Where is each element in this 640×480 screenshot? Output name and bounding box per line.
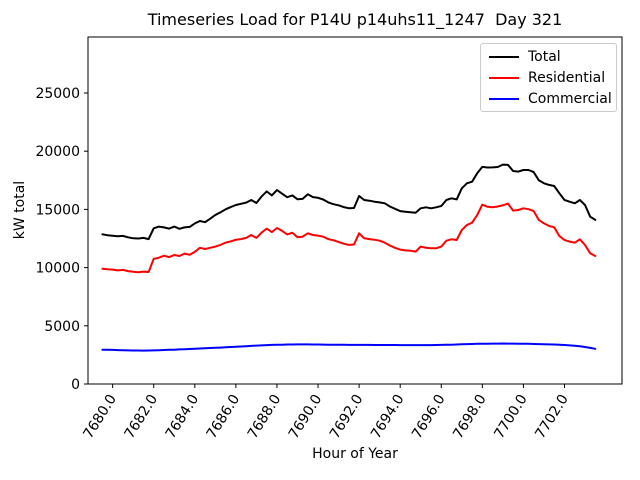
x-tick-label: 7690.0	[286, 392, 326, 442]
x-tick-label: 7680.0	[81, 392, 121, 442]
legend-item-commercial: Commercial	[489, 92, 616, 106]
x-tick-label: 7700.0	[491, 392, 531, 442]
x-tick-label: 7696.0	[409, 392, 449, 442]
plot-area	[87, 36, 623, 385]
x-axis-label: Hour of Year	[312, 446, 398, 462]
commercial-line	[101, 342, 597, 352]
legend-line-commercial	[489, 97, 519, 100]
legend-line-total	[489, 55, 519, 58]
x-tick-label: 7698.0	[450, 392, 490, 442]
x-tick-label: 7684.0	[163, 392, 203, 442]
y-tick-label: 10000	[35, 261, 80, 277]
x-tick-label: 7686.0	[204, 392, 244, 442]
x-tick-label: 7694.0	[368, 392, 408, 442]
legend-label-commercial: Commercial	[528, 90, 612, 107]
y-tick-label: 25000	[35, 86, 80, 102]
y-tick-label: 5000	[44, 319, 80, 335]
chart-title: Timeseries Load for P14U p14uhs11_1247 D…	[147, 10, 563, 29]
y-axis-label: kW total	[12, 180, 28, 240]
y-tick-label: 20000	[35, 144, 80, 160]
legend-line-residential	[489, 76, 519, 79]
legend-label-total: Total	[528, 48, 561, 65]
x-tick-label: 7682.0	[122, 392, 162, 442]
legend-label-residential: Residential	[528, 69, 606, 86]
residential-line	[101, 202, 597, 274]
y-tick-label: 15000	[35, 202, 80, 218]
x-tick-label: 7688.0	[245, 392, 285, 442]
legend-item-residential: Residential	[489, 71, 616, 85]
total-line	[101, 163, 597, 241]
legend: Total Residential Commercial	[480, 43, 617, 112]
y-tick-label: 0	[71, 377, 80, 393]
x-tick-label: 7702.0	[532, 392, 572, 442]
legend-item-total: Total	[489, 50, 616, 64]
x-tick-label: 7692.0	[327, 392, 367, 442]
